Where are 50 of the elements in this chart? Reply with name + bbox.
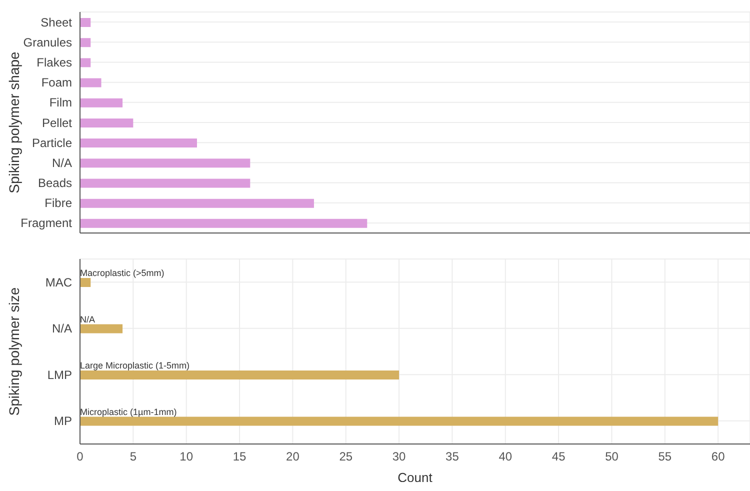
bar	[80, 58, 91, 68]
x-tick-label: 55	[658, 450, 672, 464]
bar	[80, 98, 123, 108]
bar	[80, 118, 134, 128]
y-tick-label: N/A	[52, 156, 72, 170]
bar	[80, 18, 91, 27]
y-tick-label: Particle	[32, 136, 72, 150]
y-tick-label: Fibre	[44, 196, 72, 210]
y-tick-label: N/A	[52, 322, 72, 336]
y-axis-title: Spiking polymer size	[6, 287, 22, 416]
y-tick-label: Beads	[38, 176, 72, 190]
annotation: N/A	[80, 314, 96, 324]
bar	[80, 218, 368, 228]
bar	[80, 38, 91, 48]
bar	[80, 278, 91, 287]
bar	[80, 198, 314, 208]
y-tick-label: MP	[54, 414, 72, 428]
x-tick-label: 5	[130, 450, 137, 464]
bar	[80, 416, 718, 426]
bar	[80, 370, 400, 380]
y-tick-label: Foam	[41, 76, 72, 90]
bar	[80, 158, 250, 168]
x-tick-label: 15	[232, 450, 247, 464]
y-tick-label: MAC	[45, 275, 72, 290]
x-tick-label: 35	[446, 450, 460, 464]
y-tick-label: Pellet	[42, 116, 73, 130]
x-tick-label: 30	[392, 450, 406, 464]
x-tick-label: 50	[605, 450, 619, 464]
annotation: Microplastic (1µm-1mm)	[80, 406, 177, 417]
bar	[80, 78, 102, 88]
y-tick-label: Flakes	[36, 55, 72, 70]
x-tick-label: 20	[286, 450, 300, 464]
x-tick-label: 60	[711, 450, 726, 464]
annotation: Macroplastic (>5mm)	[80, 268, 164, 278]
x-tick-label: 40	[498, 450, 512, 464]
x-tick-label: 0	[76, 450, 84, 464]
bar	[80, 324, 123, 334]
x-axis-title: Count	[398, 470, 433, 485]
y-tick-label: Sheet	[40, 15, 73, 30]
annotation: Large Microplastic (1-5mm)	[80, 360, 190, 371]
x-tick-label: 10	[180, 450, 194, 464]
y-tick-label: Film	[49, 96, 72, 110]
x-tick-label: 25	[339, 450, 353, 464]
y-tick-label: Fragment	[20, 216, 73, 230]
bar	[80, 178, 250, 188]
y-tick-label: LMP	[47, 368, 72, 382]
x-tick-label: 45	[552, 450, 566, 464]
y-tick-label: Granules	[23, 35, 72, 50]
y-axis-title: Spiking polymer shape	[6, 51, 22, 194]
bar	[80, 138, 197, 148]
